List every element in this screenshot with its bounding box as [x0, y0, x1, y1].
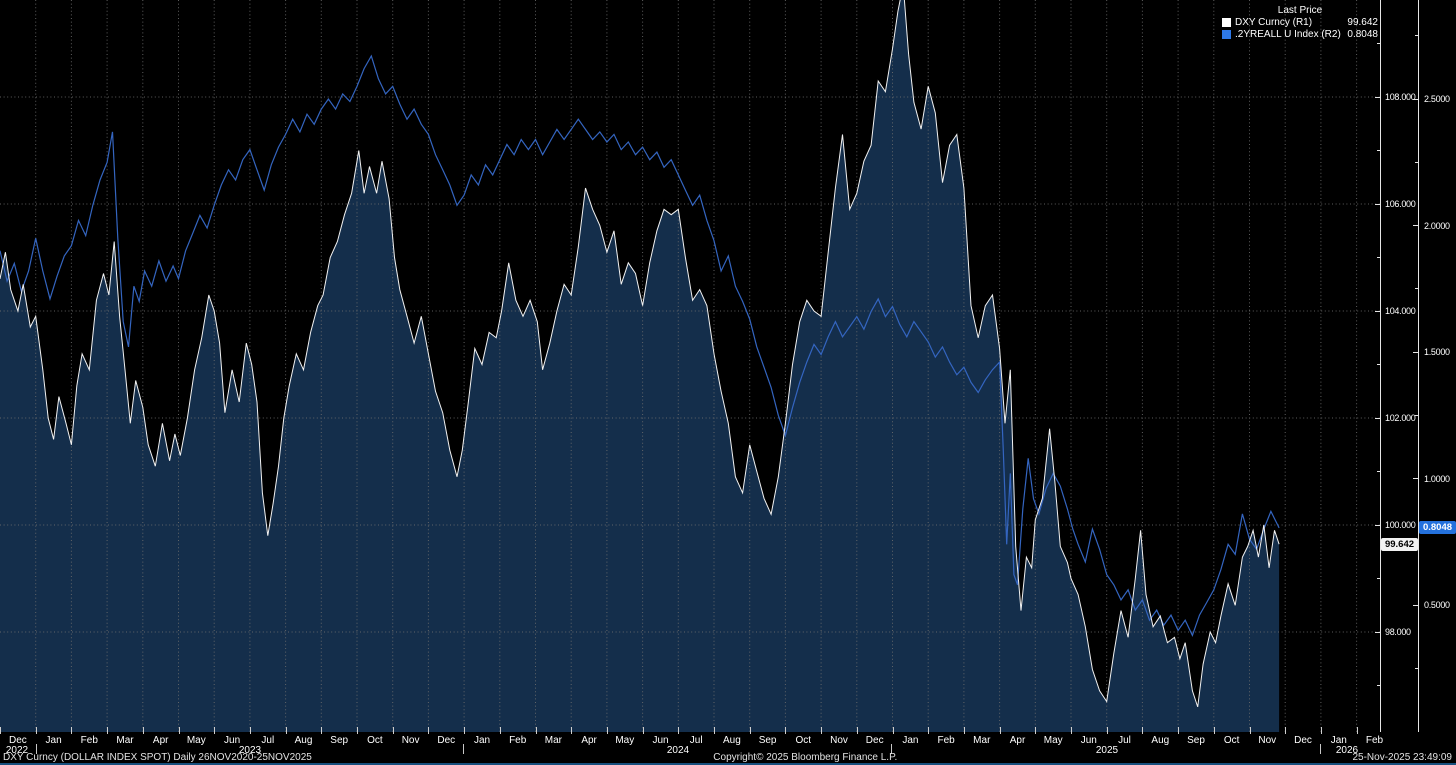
month-label: Apr	[1009, 735, 1026, 746]
r2-tick-label: 2.0000	[1424, 220, 1450, 231]
window-bottom-edge	[0, 763, 1456, 765]
last-price-badge-2yreall: 0.8048	[1419, 521, 1456, 535]
r2-tick-label: 0.5000	[1424, 600, 1450, 610]
month-label: Jul	[1118, 735, 1131, 746]
month-label: Aug	[294, 735, 313, 746]
legend-title: Last Price	[1277, 5, 1323, 16]
r2-major-tick	[1413, 351, 1418, 353]
month-label: Oct	[367, 735, 383, 746]
copyright-notice: Copyright© 2025 Bloomberg Finance L.P.	[713, 752, 898, 763]
r1-axis-line	[1380, 0, 1381, 732]
2yreall-line[interactable]	[0, 54, 1280, 637]
month-label: Feb	[80, 735, 98, 746]
r2-axis-line	[1418, 0, 1419, 732]
month-label: Jun	[1080, 735, 1097, 746]
right-axis-r2-2yreall[interactable]: 2.5000 2.0000 1.5000 1.0000 0.5000	[1413, 0, 1456, 732]
month-label: Feb	[937, 735, 955, 746]
month-label: Dec	[437, 735, 456, 746]
legend-row-2yreall[interactable]: .2YREALL U Index (R2) 0.8048	[1222, 29, 1378, 40]
r2-minor-tick	[1415, 161, 1418, 163]
month-label: Jun	[224, 735, 241, 746]
month-label: Oct	[795, 735, 812, 746]
legend-label-2yreall: .2YREALL U Index (R2)	[1235, 29, 1341, 40]
month-label: Mar	[544, 735, 563, 746]
month-label: Jan	[473, 735, 491, 746]
month-label: Sep	[1187, 735, 1205, 746]
dxy-line[interactable]	[0, 0, 1280, 708]
month-label: Dec	[1294, 735, 1312, 746]
month-label: Nov	[401, 735, 420, 746]
month-label: Nov	[830, 735, 848, 746]
r2-minor-tick	[1415, 414, 1418, 416]
month-label: Feb	[509, 735, 527, 746]
month-label: Dec	[8, 735, 27, 746]
month-label: Apr	[152, 735, 169, 746]
legend-value-2yreall: 0.8048	[1347, 29, 1378, 40]
month-label: May	[1043, 735, 1063, 746]
r2-minor-tick	[1415, 35, 1418, 37]
month-label: Feb	[1365, 735, 1384, 746]
r1-major-tick	[1375, 96, 1380, 98]
month-label: Mar	[973, 735, 991, 746]
r1-major-tick	[1375, 631, 1380, 633]
month-label: Aug	[722, 735, 741, 746]
month-label: Jan	[902, 735, 919, 746]
chart-legend: Last Price DXY Curncy (R1) 99.642 .2YREA…	[1222, 5, 1378, 41]
timestamp: 25-Nov-2025 23:49:09	[1352, 752, 1452, 763]
month-label: Nov	[1258, 735, 1277, 746]
r2-tick-label: 2.5000	[1424, 94, 1450, 104]
right-axis-r1-dxy[interactable]: 108.000 106.000 104.000 102.000 100.000 98.00…	[1375, 0, 1420, 732]
dxy-area-fill	[0, 0, 1280, 732]
r2-minor-tick	[1415, 288, 1418, 290]
month-label: Jul	[689, 735, 703, 746]
month-label: Mar	[116, 735, 134, 746]
r1-tick-label: 102.000	[1385, 413, 1416, 423]
month-label: May	[186, 735, 206, 746]
r2-major-tick	[1413, 478, 1418, 479]
month-label: Apr	[581, 735, 597, 746]
r2-tick-label: 1.0000	[1424, 473, 1450, 484]
r1-major-tick	[1375, 524, 1380, 526]
last-price-badge-dxy: 99.642	[1381, 537, 1418, 551]
2yreall-series-swatch-icon	[1222, 30, 1231, 39]
month-label: Sep	[758, 735, 777, 746]
dxy-series-swatch-icon	[1222, 18, 1231, 27]
month-label: Jan	[1330, 735, 1347, 746]
r1-tick-label: 104.000	[1385, 306, 1416, 316]
r2-major-tick	[1413, 225, 1418, 226]
r2-major-tick	[1413, 98, 1418, 100]
month-label: Oct	[1223, 735, 1240, 746]
legend-value-dxy: 99.642	[1347, 17, 1378, 28]
chart-description: DXY Curncy (DOLLAR INDEX SPOT) Daily 26N…	[3, 752, 312, 763]
price-chart-canvas[interactable]	[0, 0, 1380, 732]
r1-major-tick	[1375, 310, 1380, 312]
r1-tick-label: 106.000	[1385, 199, 1416, 209]
month-label: Jul	[261, 735, 275, 746]
r1-minor-tick	[1377, 471, 1380, 472]
r1-minor-tick	[1377, 257, 1380, 258]
month-label: Jan	[45, 735, 62, 746]
r2-minor-tick	[1415, 667, 1418, 669]
legend-label-dxy: DXY Curncy (R1)	[1235, 17, 1313, 28]
r1-minor-tick	[1377, 150, 1380, 151]
r1-minor-tick	[1377, 364, 1380, 365]
r2-major-tick	[1413, 604, 1418, 606]
month-label: May	[615, 735, 635, 746]
r1-major-tick	[1375, 203, 1380, 205]
month-label: Dec	[865, 735, 884, 746]
r1-minor-tick	[1377, 43, 1380, 44]
r1-tick-label: 100.000	[1385, 520, 1416, 530]
month-label: Sep	[330, 735, 349, 746]
legend-row-dxy[interactable]: DXY Curncy (R1) 99.642	[1222, 17, 1378, 28]
status-bar: DXY Curncy (DOLLAR INDEX SPOT) Daily 26N…	[0, 752, 1456, 763]
r2-tick-label: 1.5000	[1424, 347, 1450, 357]
month-label: Jun	[652, 735, 669, 746]
r1-minor-tick	[1377, 578, 1380, 579]
r1-major-tick	[1375, 417, 1380, 419]
r1-tick-label: 98.000	[1385, 627, 1411, 637]
month-label: Aug	[1151, 735, 1170, 746]
r1-tick-label: 108.000	[1385, 92, 1416, 102]
r1-minor-tick	[1377, 685, 1380, 686]
